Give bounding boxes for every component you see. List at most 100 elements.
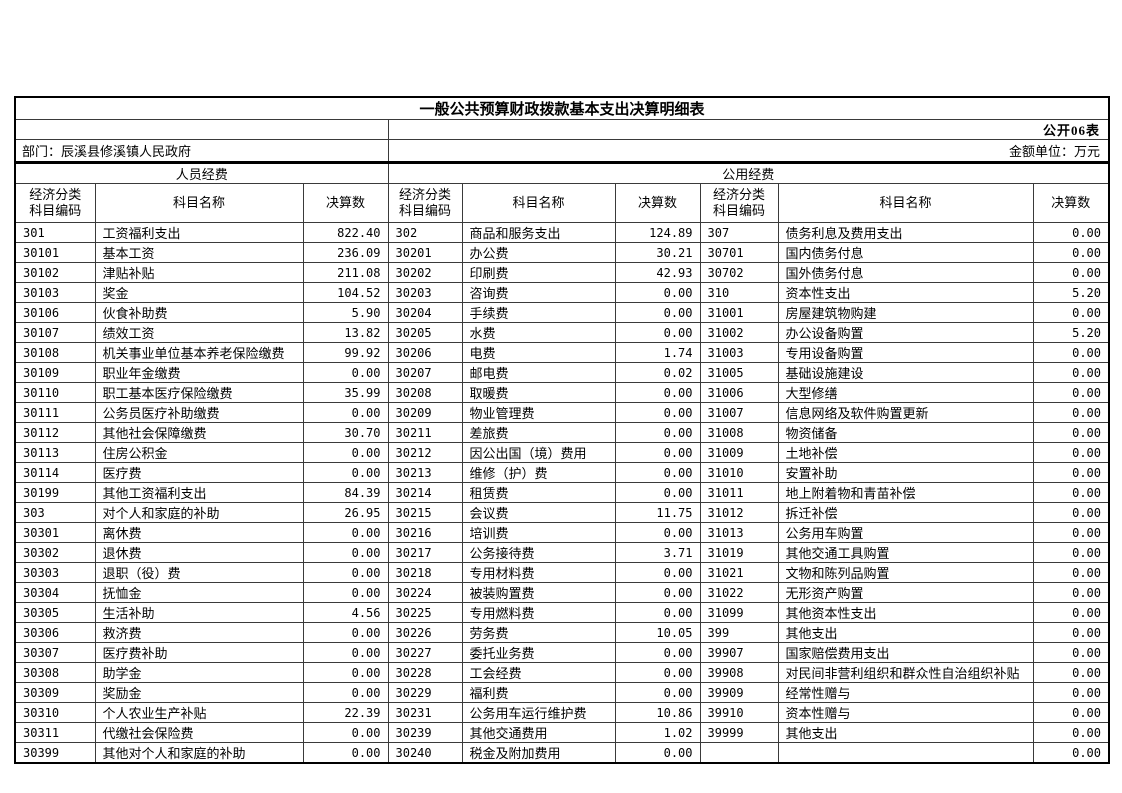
title-row: 一般公共预算财政拨款基本支出决算明细表 — [14, 96, 1110, 120]
table-row: 30305 生活补助 4.56 30225 专用燃料费 0.00 31099 其他资本性支出 0… — [14, 602, 1110, 623]
name-cell: 其他交通费用 — [461, 722, 616, 743]
name-cell: 其他交通工具购置 — [777, 542, 1034, 563]
code-cell — [699, 742, 779, 764]
code-cell: 30399 — [14, 742, 96, 764]
table-row: 30112 其他社会保障缴费 30.70 30211 差旅费 0.00 31008 物资储备 0… — [14, 422, 1110, 443]
table-header-rows: 一般公共预算财政拨款基本支出决算明细表 公开06表 部门：辰溪县修溪镇人民政府 … — [14, 96, 1110, 223]
value-cell: 0.00 — [1032, 702, 1110, 723]
value-cell: 1.74 — [614, 342, 701, 363]
value-cell: 0.00 — [1032, 642, 1110, 663]
table-row: 30306 救济费 0.00 30226 劳务费 10.05 399 其他支出 0.00 — [14, 622, 1110, 643]
code-cell: 31007 — [699, 402, 779, 423]
code-cell: 30225 — [387, 602, 463, 623]
name-cell: 会议费 — [461, 502, 616, 523]
name-cell: 奖金 — [94, 282, 304, 303]
table-number-row: 公开06表 — [14, 119, 1110, 140]
name-cell: 因公出国（境）费用 — [461, 442, 616, 463]
table-row: 303 对个人和家庭的补助 26.95 30215 会议费 11.75 31012 拆迁补偿 0… — [14, 502, 1110, 523]
code-header-line2: 科目编码 — [398, 203, 451, 218]
value-cell: 5.20 — [1032, 322, 1110, 343]
name-cell: 取暖费 — [461, 382, 616, 403]
value-cell: 35.99 — [302, 382, 389, 403]
code-cell: 30701 — [699, 242, 779, 263]
name-cell: 培训费 — [461, 522, 616, 543]
code-cell: 30205 — [387, 322, 463, 343]
name-cell: 医疗费补助 — [94, 642, 304, 663]
code-cell: 31009 — [699, 442, 779, 463]
code-cell: 30107 — [14, 322, 96, 343]
code-cell: 301 — [14, 222, 96, 243]
value-cell: 99.92 — [302, 342, 389, 363]
code-cell: 30202 — [387, 262, 463, 283]
name-cell: 印刷费 — [461, 262, 616, 283]
column-header-value: 决算数 — [614, 183, 701, 223]
column-header-code: 经济分类 科目编码 — [14, 183, 96, 223]
table-row: 30311 代缴社会保险费 0.00 30239 其他交通费用 1.02 39999 其他支出… — [14, 722, 1110, 743]
code-cell: 30702 — [699, 262, 779, 283]
name-cell: 职业年金缴费 — [94, 362, 304, 383]
table-row: 30110 职工基本医疗保险缴费 35.99 30208 取暖费 0.00 31006 大型修… — [14, 382, 1110, 403]
value-cell: 0.00 — [302, 542, 389, 563]
value-cell: 42.93 — [614, 262, 701, 283]
table-row: 30308 助学金 0.00 30228 工会经费 0.00 39908 对民间非营利组织和群… — [14, 662, 1110, 683]
value-cell: 0.00 — [1032, 422, 1110, 443]
name-cell: 基础设施建设 — [777, 362, 1034, 383]
name-cell: 其他对个人和家庭的补助 — [94, 742, 304, 764]
code-cell: 30114 — [14, 462, 96, 483]
code-cell: 30203 — [387, 282, 463, 303]
code-cell: 30101 — [14, 242, 96, 263]
name-cell: 福利费 — [461, 682, 616, 703]
value-cell: 0.00 — [1032, 622, 1110, 643]
table-row: 30106 伙食补助费 5.90 30204 手续费 0.00 31001 房屋建筑物购建 0.… — [14, 302, 1110, 323]
code-cell: 30102 — [14, 262, 96, 283]
value-cell: 124.89 — [614, 222, 701, 243]
code-cell: 39907 — [699, 642, 779, 663]
name-cell: 电费 — [461, 342, 616, 363]
column-header-code: 经济分类 科目编码 — [699, 183, 779, 223]
code-cell: 31013 — [699, 522, 779, 543]
value-cell: 104.52 — [302, 282, 389, 303]
name-cell: 绩效工资 — [94, 322, 304, 343]
value-cell: 0.00 — [1032, 222, 1110, 243]
name-cell: 劳务费 — [461, 622, 616, 643]
name-cell: 拆迁补偿 — [777, 502, 1034, 523]
table-row: 30301 离休费 0.00 30216 培训费 0.00 31013 公务用车购置 0.00 — [14, 522, 1110, 543]
value-cell: 84.39 — [302, 482, 389, 503]
code-cell: 31008 — [699, 422, 779, 443]
value-cell: 211.08 — [302, 262, 389, 283]
value-cell: 0.00 — [614, 642, 701, 663]
code-cell: 30304 — [14, 582, 96, 603]
value-cell: 4.56 — [302, 602, 389, 623]
name-cell: 基本工资 — [94, 242, 304, 263]
name-cell: 抚恤金 — [94, 582, 304, 603]
name-cell: 助学金 — [94, 662, 304, 683]
value-cell: 0.00 — [302, 742, 389, 764]
code-cell: 30303 — [14, 562, 96, 583]
code-cell: 30213 — [387, 462, 463, 483]
value-cell: 30.70 — [302, 422, 389, 443]
code-cell: 31022 — [699, 582, 779, 603]
value-cell: 0.00 — [614, 562, 701, 583]
code-cell: 30231 — [387, 702, 463, 723]
name-cell: 公务用车运行维护费 — [461, 702, 616, 723]
value-cell: 0.00 — [614, 662, 701, 683]
value-cell: 0.00 — [1032, 382, 1110, 403]
code-cell: 30109 — [14, 362, 96, 383]
name-cell: 其他社会保障缴费 — [94, 422, 304, 443]
name-cell: 退休费 — [94, 542, 304, 563]
value-cell: 0.00 — [1032, 262, 1110, 283]
code-cell: 39910 — [699, 702, 779, 723]
code-cell: 30240 — [387, 742, 463, 764]
name-cell: 安置补助 — [777, 462, 1034, 483]
table-body: 301 工资福利支出 822.40 302 商品和服务支出 124.89 307 债务利息及费… — [14, 222, 1110, 764]
name-cell: 物资储备 — [777, 422, 1034, 443]
name-cell: 邮电费 — [461, 362, 616, 383]
value-cell: 0.00 — [1032, 462, 1110, 483]
name-cell: 救济费 — [94, 622, 304, 643]
name-cell: 其他支出 — [777, 622, 1034, 643]
code-header-line1: 经济分类 — [398, 186, 451, 202]
value-cell: 0.00 — [614, 282, 701, 303]
value-cell: 0.00 — [614, 602, 701, 623]
table-row: 30109 职业年金缴费 0.00 30207 邮电费 0.02 31005 基础设施建设 0.… — [14, 362, 1110, 383]
column-header-name: 科目名称 — [461, 183, 616, 223]
